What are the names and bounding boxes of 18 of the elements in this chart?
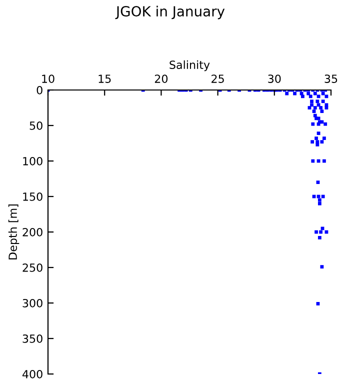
y-tick-label: 200 — [22, 228, 42, 236]
x-tick-label: 15 — [98, 74, 111, 83]
x-tick-label: 30 — [268, 74, 281, 83]
y-tick-label: 250 — [22, 263, 42, 272]
x-tick-label: 35 — [324, 74, 338, 83]
x-tick-label: 10 — [42, 74, 54, 83]
y-tick-label: 150 — [23, 192, 42, 201]
y-tick-label: 300 — [22, 298, 42, 308]
y-tick-label: 50 — [30, 121, 42, 130]
y-axis-title: Depth [m] — [8, 204, 20, 260]
x-tick-label: 25 — [212, 74, 224, 83]
x-tick-label: 20 — [154, 74, 168, 83]
y-tick-label: 400 — [22, 370, 42, 378]
y-tick-label: 350 — [22, 334, 42, 343]
y-tick-label: 100 — [23, 156, 42, 166]
chart-title: JGOK in January — [115, 6, 225, 20]
y-tick-label: 0 — [36, 86, 42, 94]
x-axis-title: Salinity — [170, 60, 210, 72]
